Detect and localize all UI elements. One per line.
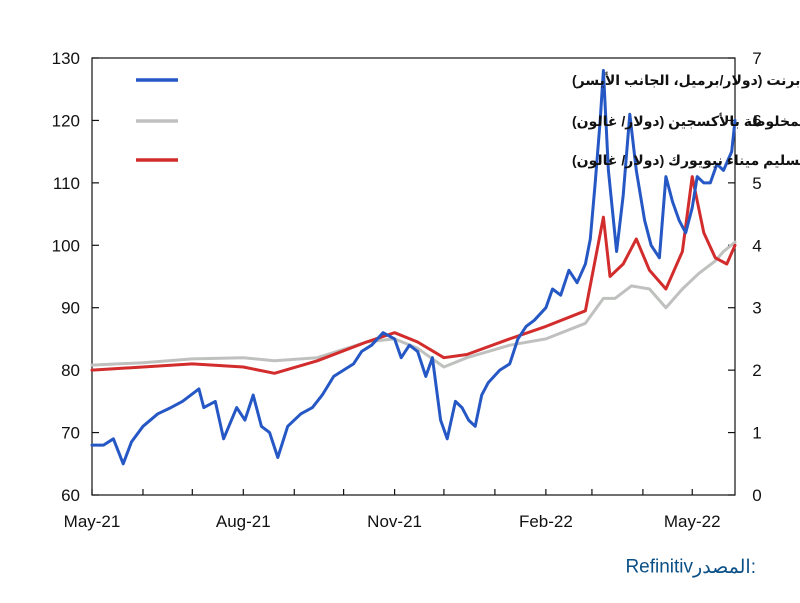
x-tick-label: Aug-21 bbox=[216, 512, 271, 531]
left-tick-label: 80 bbox=[61, 361, 80, 380]
legend-label-0: خام برنت (دولار/برميل، الجانب الأيسر) bbox=[572, 72, 800, 89]
series-layer bbox=[90, 69, 737, 466]
right-tick-label: 0 bbox=[752, 486, 761, 505]
x-tick-label: Feb-22 bbox=[519, 512, 573, 531]
right-tick-label: 6 bbox=[752, 111, 761, 130]
line-chart: 60 70 80 90 100 110 120 130 0 1 2 3 4 5 6 7 May-21 Aug-… bbox=[52, 49, 800, 531]
left-tick-label: 110 bbox=[53, 174, 80, 193]
right-tick-label: 5 bbox=[752, 174, 761, 193]
x-tick-label: Nov-21 bbox=[367, 512, 422, 531]
left-tick-label: 60 bbox=[61, 486, 80, 505]
series-line-0 bbox=[90, 69, 737, 466]
right-tick-label: 2 bbox=[752, 361, 761, 380]
right-tick-label: 7 bbox=[752, 49, 761, 68]
left-axis: 60 70 80 90 100 110 120 130 bbox=[52, 49, 99, 505]
legend-label-2: زيت الوقود سعر تسليم ميناء نيويورك (دولا… bbox=[572, 152, 800, 169]
source-value: Refinitiv bbox=[625, 556, 694, 578]
series-line-2 bbox=[90, 175, 737, 375]
right-axis: 0 1 2 3 4 5 6 7 bbox=[728, 49, 762, 505]
left-tick-label: 120 bbox=[52, 111, 80, 130]
legend-label-1: توليفة البنزين المحسنة المخلوطة بالأكسجي… bbox=[572, 113, 800, 130]
right-tick-label: 1 bbox=[752, 424, 761, 443]
left-tick-label: 90 bbox=[61, 299, 80, 318]
source-note: Refinitivالمصدر: bbox=[625, 556, 756, 586]
plot-frame bbox=[91, 57, 736, 496]
x-tick-label: May-21 bbox=[64, 512, 121, 531]
x-axis: May-21 Aug-21 Nov-21 Feb-22 May-22 bbox=[64, 489, 721, 531]
left-tick-label: 130 bbox=[52, 49, 80, 68]
right-tick-label: 4 bbox=[752, 236, 761, 255]
source-label: المصدر: bbox=[693, 557, 756, 578]
right-tick-label: 3 bbox=[752, 299, 761, 318]
x-tick-label: May-22 bbox=[664, 512, 721, 531]
legend: خام برنت (دولار/برميل، الجانب الأيسر) تول… bbox=[136, 72, 800, 169]
left-tick-label: 100 bbox=[52, 236, 80, 255]
left-tick-label: 70 bbox=[61, 424, 80, 443]
series-line-1 bbox=[90, 240, 737, 369]
